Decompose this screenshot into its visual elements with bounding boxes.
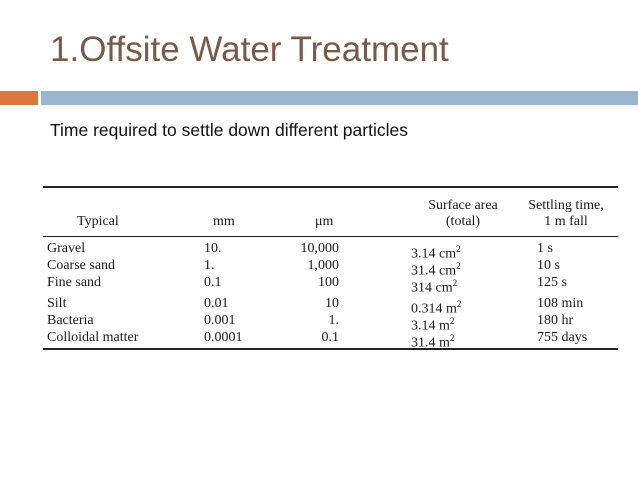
surface-area-value: 31.4 m: [411, 335, 450, 351]
surface-area-exponent: 2: [452, 278, 458, 288]
cell-surface-area: 314 cm2: [411, 275, 457, 297]
cell-mm: 10.: [204, 241, 222, 256]
cell-mm: 0.1: [204, 275, 222, 290]
header-settling-time-sub: 1 m fall: [544, 214, 588, 229]
slide-subtitle: Time required to settle down different p…: [50, 120, 408, 140]
header-um: μm: [315, 214, 334, 229]
header-surface-area: Surface area: [428, 198, 498, 213]
header-mm: mm: [213, 214, 235, 229]
cell-um: 10,000: [300, 241, 340, 256]
cell-um: 100: [318, 275, 339, 290]
cell-time: 755 days: [537, 330, 588, 345]
surface-area-exponent: 2: [456, 299, 462, 309]
cell-mm: 1.: [204, 258, 215, 273]
cell-time: 180 hr: [537, 313, 574, 328]
surface-area-value: 3.14 cm: [411, 246, 457, 262]
surface-area-value: 31.4 cm: [411, 263, 457, 279]
cell-um: 1.: [328, 313, 340, 328]
cell-time: 125 s: [537, 275, 567, 290]
table-bottom-rule: [43, 348, 618, 350]
cell-time: 1 s: [537, 241, 553, 256]
surface-area-value: 3.14 m: [411, 318, 450, 334]
cell-time: 10 s: [537, 258, 560, 273]
table-top-rule: [43, 186, 618, 188]
slide-title: 1.Offsite Water Treatment: [50, 30, 449, 69]
cell-mm: 0.0001: [204, 330, 243, 345]
surface-area-exponent: 2: [449, 333, 455, 343]
cell-time: 108 min: [537, 296, 584, 311]
cell-mm: 0.01: [204, 296, 229, 311]
header-surface-area-sub: (total): [445, 214, 481, 229]
cell-typical: Fine sand: [47, 275, 102, 290]
cell-typical: Bacteria: [47, 313, 94, 328]
header-typical: Typical: [77, 214, 119, 229]
cell-surface-area: 31.4 cm2: [411, 258, 461, 280]
cell-mm: 0.001: [204, 313, 236, 328]
cell-typical: Coarse sand: [47, 258, 116, 273]
cell-um: 1,000: [307, 258, 340, 273]
cell-typical: Gravel: [47, 241, 86, 256]
header-settling-time: Settling time,: [528, 198, 604, 213]
settling-time-table: Typical mm μm Surface area (total) Settl…: [43, 186, 618, 356]
cell-surface-area: 3.14 cm2: [411, 241, 461, 263]
surface-area-exponent: 2: [449, 316, 455, 326]
cell-surface-area: 31.4 m2: [411, 330, 454, 352]
cell-um: 0.1: [321, 330, 340, 345]
surface-area-exponent: 2: [456, 244, 461, 254]
surface-area-value: 314 cm: [411, 280, 453, 296]
cell-surface-area: 3.14 m2: [411, 313, 454, 335]
table-header-rule: [43, 236, 618, 237]
cell-typical: Colloidal matter: [47, 330, 139, 345]
surface-area-exponent: 2: [456, 261, 461, 271]
cell-typical: Silt: [47, 296, 67, 311]
surface-area-value: 0.314 m: [411, 301, 457, 317]
cell-um: 10: [325, 296, 339, 311]
cell-surface-area: 0.314 m2: [411, 296, 461, 318]
accent-bar-orange: [0, 91, 38, 105]
accent-bar-blue: [41, 91, 638, 105]
